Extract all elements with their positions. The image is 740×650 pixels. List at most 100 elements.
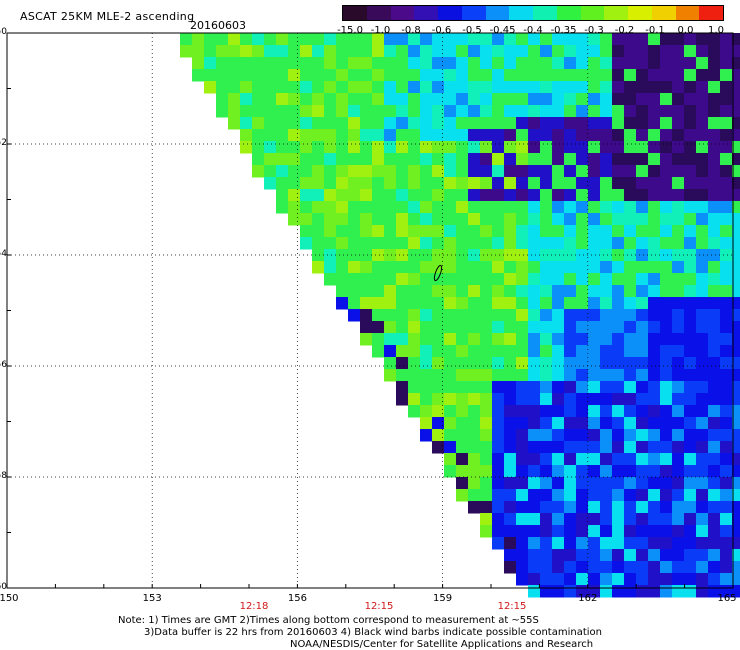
swath-cell — [528, 273, 541, 286]
swath-cell — [636, 453, 649, 466]
swath-cell — [252, 141, 265, 154]
swath-cell — [552, 489, 565, 502]
swath-cell — [600, 369, 613, 382]
swath-cell — [516, 369, 529, 382]
swath-cell — [600, 501, 613, 514]
swath-cell — [408, 45, 421, 58]
swath-cell — [204, 33, 217, 46]
swath-cell — [300, 45, 313, 58]
swath-cell — [624, 285, 637, 298]
swath-cell — [576, 465, 589, 478]
swath-cell — [552, 261, 565, 274]
swath-cell — [696, 57, 709, 70]
swath-cell — [192, 33, 205, 46]
swath-cell — [516, 153, 529, 166]
swath-cell — [720, 477, 733, 490]
swath-cell — [528, 357, 541, 370]
swath-cell — [324, 249, 337, 262]
swath-cell — [660, 405, 673, 418]
swath-cell — [504, 357, 517, 370]
swath-cell — [420, 57, 433, 70]
swath-cell — [444, 141, 457, 154]
swath-cell — [648, 489, 661, 502]
swath-cell — [624, 405, 637, 418]
swath-cell — [648, 153, 661, 166]
swath-cell — [300, 225, 313, 238]
swath-cell — [252, 57, 265, 70]
swath-cell — [420, 165, 433, 178]
swath-cell — [432, 153, 445, 166]
swath-cell — [420, 393, 433, 406]
swath-cell — [456, 237, 469, 250]
swath-cell — [732, 285, 740, 298]
swath-cell — [480, 417, 493, 430]
swath-cell — [684, 417, 697, 430]
swath-cell — [540, 117, 553, 130]
swath-cell — [720, 177, 733, 190]
swath-cell — [624, 45, 637, 58]
swath-cell — [732, 177, 740, 190]
swath-cell — [708, 237, 721, 250]
swath-cell — [540, 33, 553, 46]
swath-cell — [696, 441, 709, 454]
swath-cell — [456, 357, 469, 370]
swath-cell — [300, 237, 313, 250]
swath-cell — [516, 33, 529, 46]
swath-cell — [732, 33, 740, 46]
swath-cell — [648, 249, 661, 262]
swath-cell — [708, 501, 721, 514]
swath-cell — [576, 429, 589, 442]
swath-cell — [324, 213, 337, 226]
swath-cell — [480, 105, 493, 118]
swath-cell — [636, 81, 649, 94]
latitude-label: -50 — [0, 27, 7, 37]
swath-cell — [588, 477, 601, 490]
swath-cell — [660, 573, 673, 586]
swath-cell — [600, 393, 613, 406]
swath-cell — [576, 309, 589, 322]
swath-cell — [720, 33, 733, 46]
swath-cell — [432, 45, 445, 58]
color-scale-label: -0.2 — [614, 25, 635, 36]
swath-cell — [684, 285, 697, 298]
swath-cell — [600, 213, 613, 226]
swath-cell — [408, 57, 421, 70]
swath-cell — [660, 81, 673, 94]
swath-cell — [708, 33, 721, 46]
swath-cell — [336, 81, 349, 94]
swath-cell — [384, 297, 397, 310]
swath-cell — [588, 297, 601, 310]
swath-cell — [492, 513, 505, 526]
swath-cell — [360, 33, 373, 46]
swath-cell — [720, 333, 733, 346]
swath-cell — [504, 321, 517, 334]
swath-cell — [384, 225, 397, 238]
swath-cell — [708, 177, 721, 190]
swath-cell — [540, 561, 553, 574]
swath-cell — [336, 225, 349, 238]
swath-cell — [732, 429, 740, 442]
swath-cell — [384, 333, 397, 346]
swath-cell — [408, 33, 421, 46]
swath-cell — [684, 249, 697, 262]
swath-cell — [300, 177, 313, 190]
swath-cell — [648, 381, 661, 394]
swath-cell — [612, 333, 625, 346]
swath-cell — [420, 225, 433, 238]
swath-cell — [360, 213, 373, 226]
color-scale-label: -1.0 — [370, 25, 391, 36]
swath-cell — [276, 81, 289, 94]
swath-cell — [708, 105, 721, 118]
swath-cell — [588, 177, 601, 190]
swath-cell — [660, 285, 673, 298]
swath-cell — [624, 249, 637, 262]
note-line-1: Note: 1) Times are GMT 2)Times along bot… — [118, 615, 539, 626]
swath-cell — [504, 405, 517, 418]
swath-cell — [432, 333, 445, 346]
swath-cell — [312, 201, 325, 214]
swath-cell — [336, 177, 349, 190]
swath-cell — [576, 153, 589, 166]
swath-cell — [480, 153, 493, 166]
swath-cell — [360, 105, 373, 118]
swath-cell — [576, 93, 589, 106]
